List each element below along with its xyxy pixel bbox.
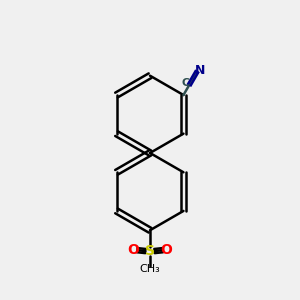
Text: S: S xyxy=(145,244,155,258)
Text: C: C xyxy=(182,78,190,88)
Text: O: O xyxy=(128,243,140,257)
Text: CH₃: CH₃ xyxy=(140,264,160,274)
Text: N: N xyxy=(195,64,205,77)
Text: O: O xyxy=(160,243,172,257)
